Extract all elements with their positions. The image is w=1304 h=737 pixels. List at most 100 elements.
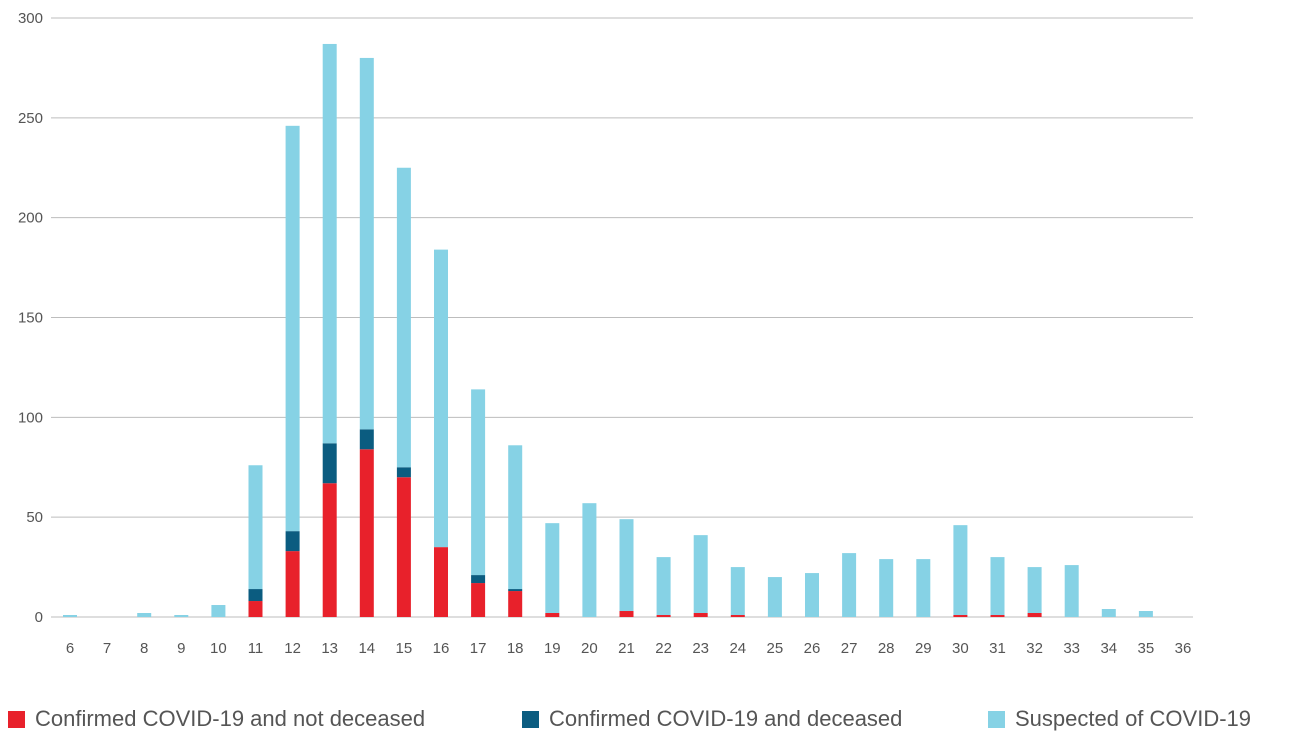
gridlines [51,17,1193,618]
x-tick-label: 27 [841,640,858,657]
y-tick-label: 100 [18,409,43,426]
bar-segment-suspected-23 [693,535,708,614]
x-tick-label: 13 [321,640,338,657]
bar-segment-deceased-13 [322,443,337,484]
bar-segment-not-deceased-23 [693,613,708,617]
bar-segment-suspected-34 [1101,609,1116,617]
x-tick-label: 15 [396,640,413,657]
x-tick-label: 35 [1138,640,1155,657]
bar-segment-suspected-20 [582,503,597,617]
bar-segment-not-deceased-22 [656,615,671,617]
bar-segment-suspected-17 [471,389,486,576]
bar-segment-not-deceased-24 [730,615,745,617]
bar-segment-not-deceased-19 [545,613,560,617]
x-tick-label: 17 [470,640,487,657]
bar-segment-suspected-18 [508,445,523,590]
bar-segment-not-deceased-13 [322,483,337,617]
bar-segment-not-deceased-32 [1027,613,1042,617]
bar-segment-suspected-9 [174,615,189,617]
bar-segment-suspected-35 [1138,611,1153,617]
bar-segment-suspected-25 [767,577,782,617]
bar-segment-deceased-17 [471,575,486,584]
y-tick-label: 300 [18,10,43,27]
y-tick-label: 250 [18,110,43,127]
y-tick-label: 200 [18,210,43,227]
bar-segment-suspected-14 [359,57,374,430]
bar-segment-suspected-16 [434,249,448,548]
legend-swatch-not-deceased [8,710,25,728]
bar-segment-suspected-28 [879,559,894,617]
bar-segment-not-deceased-17 [471,583,486,617]
bar-segment-deceased-12 [285,531,300,552]
x-tick-label: 12 [284,640,301,657]
legend-label-suspected: Suspected of COVID-19 [1015,706,1252,731]
x-tick-label: 16 [433,640,450,657]
x-axis-ticks: 6 7 8 9 10 11 12 13 14 15 16 17 18 19 20 21 22 23 24 25 26 27… [66,640,1192,657]
bar-segment-suspected-33 [1064,565,1079,617]
x-tick-label: 33 [1063,640,1080,657]
bar-segment-not-deceased-18 [508,591,523,617]
bar-segment-not-deceased-11 [248,601,263,617]
x-tick-label: 32 [1026,640,1043,657]
bar-segment-not-deceased-15 [396,477,411,617]
x-tick-label: 22 [655,640,672,657]
x-tick-label: 29 [915,640,932,657]
x-tick-label: 21 [618,640,635,657]
bar-segment-suspected-24 [730,567,745,616]
bar-segment-deceased-14 [359,429,374,450]
bar-segment-suspected-19 [545,523,560,614]
x-tick-label: 19 [544,640,561,657]
stacked-bar-chart: 0 50 100 150 200 250 300 6 7 8 9 10 11 12 13 14 15 16 17 1… [18,10,1193,657]
x-tick-label: 8 [140,640,148,657]
x-tick-label: 31 [989,640,1006,657]
x-tick-label: 9 [177,640,185,657]
bar-segment-deceased-15 [396,467,411,478]
bar-segment-suspected-15 [396,167,411,468]
x-tick-label: 11 [248,640,264,657]
x-tick-label: 28 [878,640,895,657]
y-axis-ticks: 0 50 100 150 200 250 300 [18,10,43,626]
y-tick-label: 0 [35,609,43,626]
bar-segment-suspected-31 [990,557,1005,616]
bar-segment-suspected-32 [1027,567,1042,614]
legend-item-suspected: Suspected of COVID-19 [988,706,1251,732]
bar-segment-not-deceased-16 [434,547,448,617]
bar-segment-suspected-11 [248,465,263,590]
bar-segment-not-deceased-21 [619,611,634,617]
bar-segment-not-deceased-12 [285,551,300,617]
bar-segment-suspected-26 [805,573,819,617]
x-tick-label: 7 [103,640,111,657]
x-tick-label: 30 [952,640,969,657]
bar-segment-not-deceased-30 [953,615,968,617]
bar-segment-suspected-29 [916,559,931,617]
legend-swatch-suspected [988,710,1005,728]
bar-segment-suspected-13 [322,43,337,444]
y-tick-label: 150 [18,310,43,327]
x-tick-label: 6 [66,640,74,657]
legend-label-not-deceased: Confirmed COVID-19 and not deceased [35,706,426,731]
bar-segment-not-deceased-14 [359,449,374,617]
bar-segment-deceased-11 [248,589,263,602]
bar-segment-suspected-22 [656,557,671,616]
x-tick-label: 24 [729,640,746,657]
x-tick-label: 25 [767,640,784,657]
bar-segment-not-deceased-31 [990,615,1005,617]
bars [63,43,1153,617]
x-tick-label: 34 [1100,640,1117,657]
legend-item-deceased: Confirmed COVID-19 and deceased [522,706,902,732]
x-tick-label: 20 [581,640,598,657]
bar-segment-suspected-21 [619,519,634,612]
legend-swatch-deceased [522,710,539,728]
x-tick-label: 23 [692,640,709,657]
y-tick-label: 50 [26,509,43,526]
legend: Confirmed COVID-19 and not deceased Conf… [0,706,1304,736]
bar-segment-suspected-8 [137,613,152,617]
bar-segment-suspected-27 [842,553,857,617]
x-tick-label: 36 [1175,640,1192,657]
x-tick-label: 18 [507,640,524,657]
bar-segment-suspected-10 [211,605,226,617]
legend-item-not-deceased: Confirmed COVID-19 and not deceased [8,706,425,732]
bar-segment-suspected-6 [63,615,77,617]
x-tick-label: 14 [358,640,375,657]
bar-segment-suspected-30 [953,525,968,616]
